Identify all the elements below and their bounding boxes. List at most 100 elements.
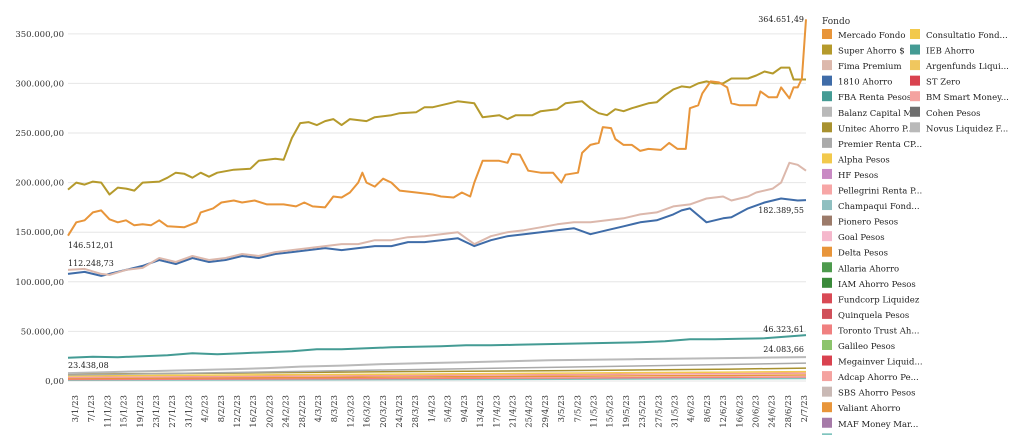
- legend-swatch: [822, 137, 832, 148]
- legend-title: Fondo: [822, 17, 850, 27]
- x-tick-label: 27/1/23: [168, 395, 178, 428]
- x-tick-label: 16/3/23: [363, 395, 373, 428]
- legend-swatch: [910, 60, 920, 71]
- x-tick-label: 28/6/23: [784, 395, 794, 428]
- legend-swatch: [822, 215, 832, 226]
- legend-swatch: [822, 168, 832, 179]
- y-tick-label: 250.000,00: [15, 129, 64, 139]
- gridlines: [68, 33, 806, 382]
- y-tick-label: 150.000,00: [15, 228, 64, 238]
- data-label: 46.323,61: [763, 325, 804, 334]
- x-tick-label: 8/3/23: [330, 395, 340, 422]
- legend-label: Super Ahorro $: [838, 47, 905, 57]
- legend-label: FBA Renta Pesos: [838, 93, 911, 103]
- legend-swatch: [822, 277, 832, 288]
- legend-label: Quinquela Pesos: [838, 311, 909, 321]
- legend-label: Goal Pesos: [838, 233, 885, 243]
- x-tick-label: 31/5/23: [670, 395, 680, 428]
- series-line-premier-renta-cp: [67, 362, 807, 376]
- legend-swatch: [822, 184, 832, 195]
- legend-label: Megainver Liquid...: [838, 358, 923, 368]
- legend-label: Fundcorp Liquidez: [838, 295, 920, 305]
- series-line-mercado-fondo: [67, 19, 807, 237]
- x-tick-label: 20/2/23: [265, 395, 275, 428]
- legend-swatch: [910, 75, 920, 86]
- legend-label: Consultatio Fond...: [926, 31, 1008, 41]
- legend-swatch: [822, 417, 832, 428]
- data-label: 182.389,55: [758, 206, 804, 215]
- legend-swatch: [822, 355, 832, 366]
- legend-swatch: [910, 44, 920, 55]
- x-tick-label: 16/6/23: [735, 395, 745, 428]
- series-line-super-ahorro: [67, 66, 806, 196]
- x-tick-label: 11/5/23: [589, 395, 599, 428]
- legend-label: Galileo Pesos: [838, 342, 895, 352]
- legend-label: 1810 Ahorro: [838, 78, 892, 88]
- x-tick-label: 19/1/23: [136, 395, 146, 428]
- legend-swatch: [822, 386, 832, 397]
- x-tick-label: 5/4/23: [444, 395, 454, 422]
- legend-swatch: [822, 293, 832, 304]
- x-tick-label: 3/1/23: [71, 395, 81, 422]
- legend-label: Unitec Ahorro P...: [838, 124, 914, 134]
- x-tick-label: 28/2/23: [298, 395, 308, 428]
- x-tick-label: 15/1/23: [120, 395, 130, 428]
- x-tick-label: 11/1/23: [103, 395, 113, 428]
- x-tick-label: 24/3/23: [395, 395, 405, 428]
- legend-label: Alpha Pesos: [837, 155, 890, 165]
- series-line-pellegrini-renta-p: [67, 372, 807, 379]
- legend-swatch: [822, 433, 832, 435]
- x-tick-label: 27/5/23: [654, 395, 664, 428]
- x-tick-label: 17/4/23: [492, 395, 502, 428]
- x-tick-label: 3/5/23: [557, 395, 567, 422]
- x-tick-label: 8/6/23: [703, 395, 713, 422]
- legend-swatch: [822, 262, 832, 273]
- data-labels: 364.651,49 146.512,01 182.389,55 112.248,73…: [68, 15, 804, 370]
- legend-label: Valiant Ahorro: [837, 404, 901, 414]
- x-tick-label: 23/5/23: [638, 395, 648, 428]
- series-line-fima-premium: [67, 161, 807, 276]
- legend-label: Cohen Pesos: [926, 109, 981, 119]
- y-axis-ticks: 0,00 50.000,00 100.000,00 150.000,00 200.000…: [15, 30, 64, 387]
- legend-swatch: [822, 246, 832, 257]
- x-tick-label: 9/4/23: [460, 395, 470, 422]
- legend-label: Fima Premium: [838, 62, 902, 72]
- legend-label: HF Pesos: [838, 171, 878, 181]
- x-tick-label: 20/3/23: [379, 395, 389, 428]
- legend-label: Adcap Ahorro Pe...: [837, 373, 919, 383]
- legend-swatch: [822, 402, 832, 413]
- legend-swatch: [822, 153, 832, 164]
- legend-swatch: [910, 91, 920, 102]
- x-tick-label: 7/5/23: [573, 395, 583, 422]
- legend-label: Champaqui Fond...: [838, 202, 920, 212]
- legend-swatch: [822, 308, 832, 319]
- y-tick-label: 50.000,00: [21, 327, 64, 337]
- y-tick-label: 0,00: [45, 377, 64, 387]
- legend-swatch: [822, 29, 832, 39]
- legend-label: Pionero Pesos: [838, 218, 898, 228]
- legend-label: ST Zero: [926, 78, 960, 88]
- legend-swatch: [822, 91, 832, 102]
- x-tick-label: 21/4/23: [508, 395, 518, 428]
- legend-label: SBS Ahorro Pesos: [838, 389, 915, 399]
- data-label: 364.651,49: [758, 15, 804, 24]
- series-line-alpha-pesos: [67, 370, 807, 377]
- legend-swatch: [822, 60, 832, 71]
- legend-swatch: [822, 75, 832, 86]
- x-tick-label: 15/5/23: [606, 395, 616, 428]
- legend-label: BM Smart Money...: [926, 93, 1009, 103]
- legend-column-1: Mercado Fondo Super Ahorro $ Fima Premium 1…: [822, 29, 923, 435]
- series-line-delta-pesos: [67, 374, 807, 380]
- x-tick-label: 24/2/23: [282, 395, 292, 428]
- legend-label: Toronto Trust Ah...: [838, 326, 919, 336]
- legend-label: Pellegrini Renta P...: [838, 187, 922, 197]
- legend-swatch: [822, 231, 832, 242]
- x-tick-label: 25/4/23: [525, 395, 535, 428]
- data-label: 146.512,01: [68, 241, 114, 250]
- series-line-toronto-trust-ah: [67, 376, 807, 381]
- data-label: 24.083,66: [763, 345, 804, 354]
- x-tick-label: 4/3/23: [314, 395, 324, 422]
- x-tick-label: 8/2/23: [217, 395, 227, 422]
- series-line-compass-liquidez: [67, 377, 807, 381]
